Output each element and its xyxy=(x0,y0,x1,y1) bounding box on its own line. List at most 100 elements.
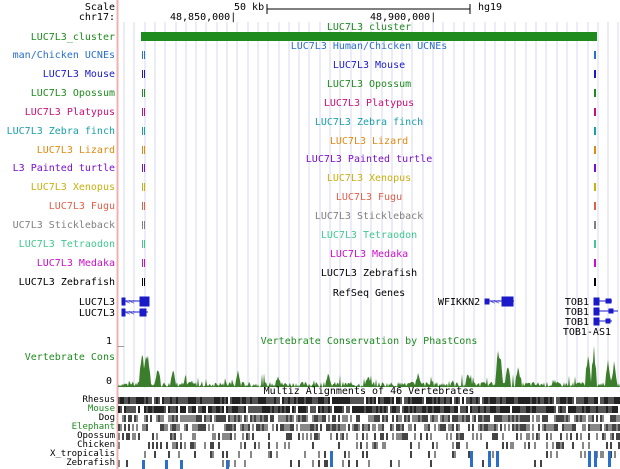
ucne-mark-right[interactable] xyxy=(594,51,596,59)
luc7l3-gene-models[interactable]: << << xyxy=(118,296,158,320)
multiz-species-label[interactable]: Rhesus xyxy=(82,395,115,405)
alignment-block xyxy=(472,433,474,440)
multiz-species-label[interactable]: Elephant xyxy=(71,422,115,432)
alignment-block xyxy=(342,415,344,422)
tob1-gene-label-3[interactable]: TOB1 xyxy=(564,317,589,328)
species-track-label[interactable]: LUC7L3 Fugu xyxy=(48,201,115,213)
alignment-block xyxy=(430,433,432,440)
refseq-gene-label-1[interactable]: LUC7L3 xyxy=(78,297,115,308)
cluster-track-label[interactable]: LUC7L3_cluster xyxy=(30,32,115,43)
ucne-mark-right[interactable] xyxy=(594,221,596,230)
wfikkn2-gene-label[interactable]: WFIKKN2 xyxy=(438,297,481,308)
tob1-gene-label-1[interactable]: TOB1 xyxy=(564,297,589,308)
alignment-block xyxy=(618,415,620,422)
alignment-block xyxy=(194,406,196,413)
wfikkn2-gene-model[interactable]: << xyxy=(484,296,518,308)
tob1-gene-label-2[interactable]: TOB1 xyxy=(564,307,589,318)
alignment-highlight xyxy=(496,451,499,467)
ucne-mark-left[interactable] xyxy=(142,145,145,154)
alignment-block xyxy=(200,424,202,431)
species-track-label[interactable]: L3 Painted turtle xyxy=(12,163,115,175)
species-track-label[interactable]: LUC7L3 Tetraodon xyxy=(18,239,115,250)
ucne-mark-right[interactable] xyxy=(594,277,596,286)
svg-text:<<: << xyxy=(126,309,134,317)
alignment-block xyxy=(482,415,484,422)
ucne-mark-right[interactable] xyxy=(594,202,596,211)
tob1-gene-models[interactable] xyxy=(592,296,620,328)
alignment-block xyxy=(396,397,398,404)
species-track-label[interactable]: LUC7L3 Medaka xyxy=(36,257,115,269)
ucne-mark-left[interactable] xyxy=(142,202,145,211)
species-track-label[interactable]: LUC7L3 Zebrafish xyxy=(18,276,115,288)
ucne-mark-left[interactable] xyxy=(142,126,145,135)
ucne-mark-right[interactable] xyxy=(594,183,596,192)
alignment-block xyxy=(380,433,382,440)
refseq-gene-label-2[interactable]: LUC7L3 xyxy=(78,308,115,319)
alignment-block xyxy=(498,415,500,422)
alignment-block xyxy=(318,406,320,413)
alignment-block xyxy=(550,451,552,458)
species-track-label[interactable]: LUC7L3 Lizard xyxy=(36,144,115,156)
multiz-species-label[interactable]: Dog xyxy=(98,413,115,423)
alignment-block xyxy=(142,424,144,431)
alignment-block xyxy=(472,415,474,422)
species-track-label[interactable]: LUC7L3 Xenopus xyxy=(30,182,115,194)
ucne-mark-right[interactable] xyxy=(594,164,596,173)
alignment-block xyxy=(520,415,522,422)
alignment-block xyxy=(372,415,374,422)
species-track-label[interactable]: LUC7L3 Platypus xyxy=(24,106,115,118)
alignment-block xyxy=(418,415,420,422)
species-track-label[interactable]: LUC7L3 Zebra finch xyxy=(6,125,115,137)
alignment-block xyxy=(494,433,496,440)
alignment-block xyxy=(402,406,404,413)
conservation-track-label[interactable]: Vertebrate Cons xyxy=(24,352,115,363)
alignment-block xyxy=(374,406,376,413)
tob1-as1-gene-label[interactable]: TOB1-AS1 xyxy=(562,327,611,338)
alignment-block xyxy=(534,397,536,404)
alignment-block xyxy=(376,442,378,449)
alignment-block xyxy=(194,415,196,422)
ucne-mark-right[interactable] xyxy=(594,88,596,97)
multiz-species-label[interactable]: Mouse xyxy=(87,404,115,414)
alignment-block xyxy=(562,397,564,404)
cluster-track-bar[interactable] xyxy=(141,32,597,41)
ucne-mark-right[interactable] xyxy=(594,107,596,116)
ucne-mark-right[interactable] xyxy=(594,258,596,267)
ucne-mark-left[interactable] xyxy=(142,240,145,248)
species-track-label[interactable]: man/Chicken UCNEs xyxy=(12,50,115,61)
ucne-mark-left[interactable] xyxy=(142,183,145,192)
alignment-block xyxy=(298,433,300,440)
multiz-species-label[interactable]: Chicken xyxy=(77,440,115,450)
alignment-block xyxy=(170,424,172,431)
alignment-block xyxy=(520,406,522,413)
ucne-mark-left[interactable] xyxy=(142,164,145,173)
svg-text:<<: << xyxy=(126,298,134,306)
alignment-block xyxy=(512,442,514,449)
alignment-block xyxy=(454,406,456,413)
ucne-mark-left[interactable] xyxy=(142,107,145,116)
alignment-block xyxy=(596,415,598,422)
ucne-mark-left[interactable] xyxy=(142,88,145,97)
multiz-species-label[interactable]: Zebrafish xyxy=(66,458,115,468)
species-track-title: LUC7L3 Xenopus xyxy=(326,173,412,185)
species-track-label[interactable]: UC7L3 Stickleback xyxy=(12,220,115,232)
alignment-block xyxy=(546,397,548,404)
ucne-mark-right[interactable] xyxy=(594,145,596,154)
ucne-mark-left[interactable] xyxy=(142,221,145,230)
ucne-mark-right[interactable] xyxy=(594,126,596,135)
species-track-label[interactable]: LUC7L3 Mouse xyxy=(42,68,115,80)
ucne-mark-left[interactable] xyxy=(142,258,145,267)
ucne-mark-left[interactable] xyxy=(142,277,145,286)
species-track-label[interactable]: LUC7L3 Opossum xyxy=(30,87,115,99)
alignment-block xyxy=(150,415,152,422)
ucne-mark-left[interactable] xyxy=(142,69,145,78)
multiz-species-label[interactable]: X_tropicalis xyxy=(49,449,115,459)
ucne-mark-right[interactable] xyxy=(594,69,596,78)
ucne-mark-right[interactable] xyxy=(594,240,596,248)
alignment-block xyxy=(302,433,304,440)
alignment-block xyxy=(568,397,570,404)
ucne-mark-left[interactable] xyxy=(142,51,145,59)
alignment-block xyxy=(478,397,480,404)
multiz-species-label[interactable]: Opossum xyxy=(77,431,115,441)
